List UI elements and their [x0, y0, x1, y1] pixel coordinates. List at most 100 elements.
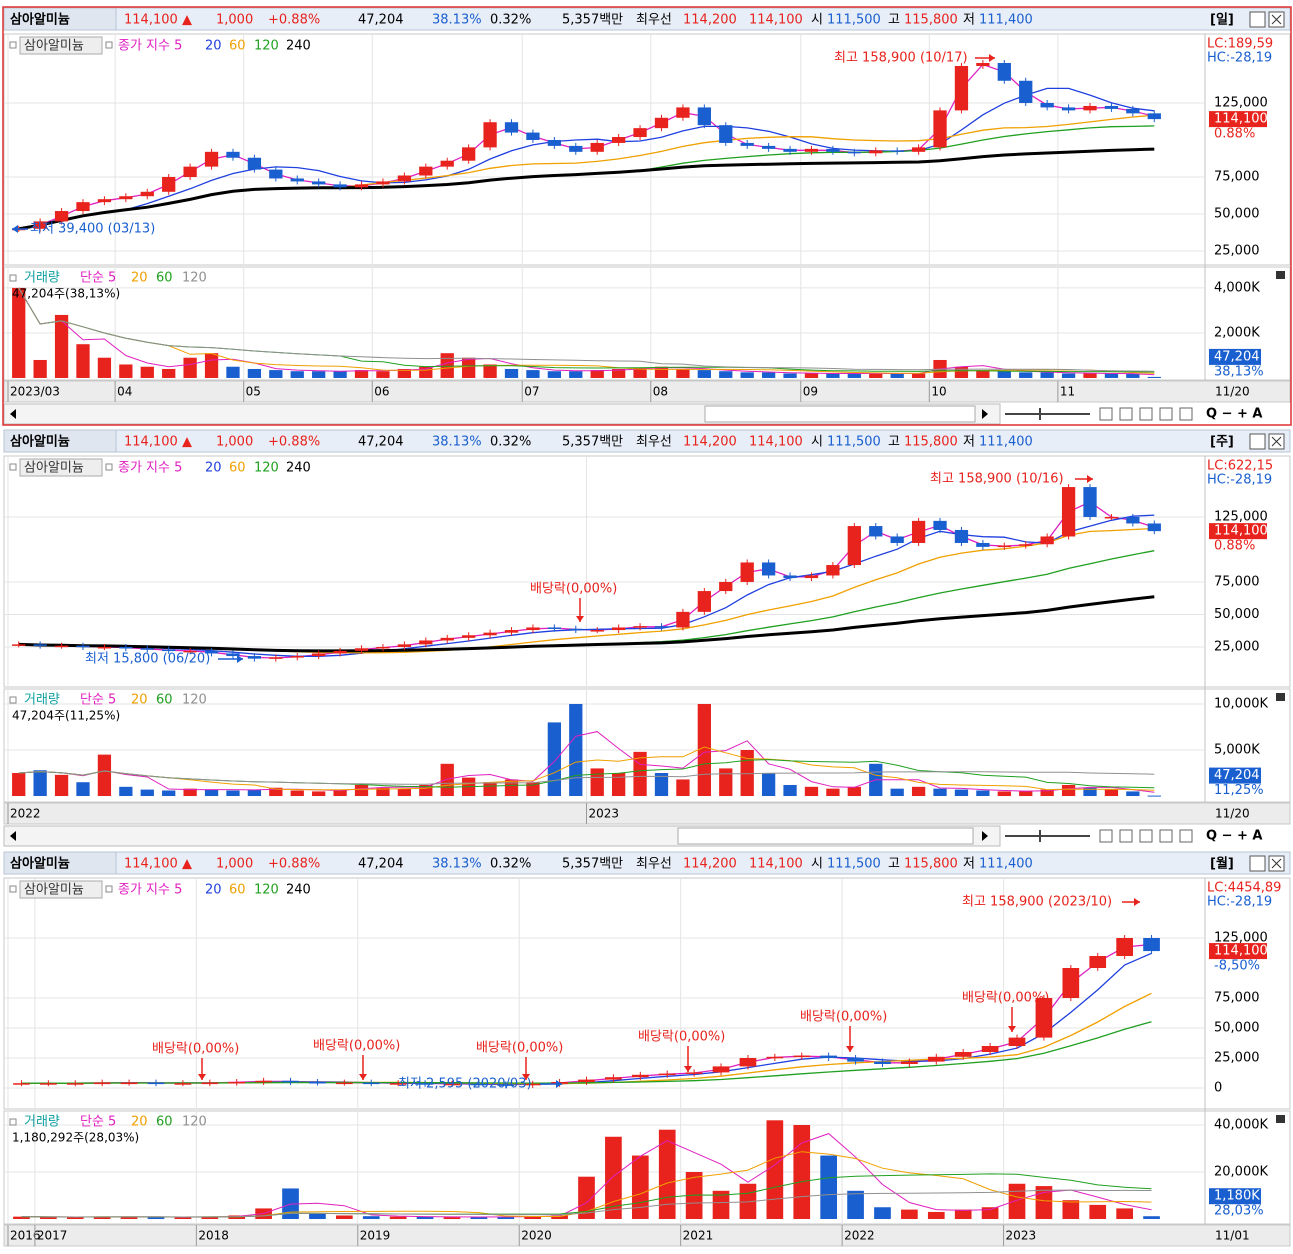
ratio-label: 28,03%: [1214, 1204, 1264, 1219]
volume-bar: [954, 366, 969, 378]
volume-bar: [147, 1217, 165, 1219]
toolbar-text[interactable]: Q − + A: [1206, 829, 1262, 844]
candle: [1062, 968, 1080, 998]
scroll-left[interactable]: [10, 831, 16, 841]
candle: [290, 178, 304, 182]
tool-icon[interactable]: [1099, 829, 1113, 843]
volume-bar: [333, 371, 347, 378]
header-item: 최우선: [636, 435, 672, 450]
candle: [954, 65, 969, 111]
candle: [462, 147, 476, 161]
candle: [997, 63, 1011, 81]
zoom-slider[interactable]: [1005, 830, 1090, 842]
candle: [333, 650, 347, 654]
candle: [13, 1083, 30, 1085]
tool-icon[interactable]: [1159, 829, 1173, 843]
candle: [633, 626, 647, 628]
tool-icon[interactable]: [1179, 407, 1193, 421]
volume-legend-item: 120: [182, 1115, 207, 1130]
tool-icon[interactable]: [1139, 829, 1153, 843]
volume-bar: [712, 1190, 730, 1219]
candle: [658, 1073, 676, 1076]
candle: [697, 591, 711, 612]
header-item: 111,500: [827, 435, 881, 450]
volume-bar: [524, 1216, 542, 1219]
volume-bar: [397, 788, 412, 797]
header-item: 5,357백만: [562, 435, 623, 450]
header-item: 저: [963, 13, 975, 28]
volume-bar: [470, 1216, 488, 1219]
scroll-thumb[interactable]: [677, 827, 974, 845]
volume-bar: [376, 787, 390, 797]
volume-info: 47,204주(11,25%): [12, 709, 120, 723]
restore-button[interactable]: [1249, 11, 1266, 28]
volume-bar: [981, 1207, 999, 1219]
tool-icon[interactable]: [1119, 407, 1133, 421]
candle: [547, 627, 562, 629]
candle: [1147, 113, 1161, 120]
price-legend-item: 종가 지수 5: [118, 461, 182, 476]
candle: [981, 1046, 999, 1052]
stock-name: 삼아알미늄: [24, 883, 84, 898]
header-item: +0.88%: [268, 435, 320, 450]
tool-icon[interactable]: [1139, 407, 1153, 421]
volume-moving-average: [18, 287, 1155, 372]
candle: [162, 649, 176, 652]
volume-bar: [419, 366, 433, 378]
scroll-thumb[interactable]: [704, 405, 976, 423]
toolbar-text[interactable]: Q − + A: [1206, 407, 1262, 422]
candle: [1061, 107, 1076, 111]
close-icon: [1271, 14, 1282, 25]
volume-settings-icon[interactable]: [1276, 271, 1285, 279]
volume-bar: [927, 1211, 945, 1219]
candle: [440, 637, 454, 641]
annotation: 배당락(0,00%): [800, 1010, 887, 1025]
tool-icon[interactable]: [1179, 829, 1193, 843]
zoom-slider[interactable]: [1005, 408, 1090, 420]
volume-label: 47,204: [1214, 349, 1260, 364]
annotation-arrowhead: [846, 1046, 854, 1052]
candle: [33, 221, 47, 229]
price-label: 114,100: [1214, 112, 1268, 127]
lc-label: LC:189,59: [1207, 37, 1273, 52]
price-tick-label: 125,000: [1214, 509, 1268, 524]
volume-settings-icon[interactable]: [1276, 693, 1285, 701]
candle: [140, 648, 154, 650]
volume-bar: [1104, 373, 1119, 378]
header-item: 114,200: [683, 13, 737, 28]
tool-icon[interactable]: [1159, 407, 1173, 421]
price-legend-item: 60: [229, 39, 246, 54]
restore-button[interactable]: [1249, 433, 1266, 450]
tool-icon[interactable]: [1099, 407, 1113, 421]
date-axis: [3, 802, 1291, 825]
volume-bar: [483, 782, 497, 797]
price-legend-item: 120: [254, 883, 279, 898]
price-label: 114,100: [1214, 944, 1268, 959]
volume-bar: [76, 344, 90, 378]
tool-icon[interactable]: [1119, 829, 1133, 843]
stock-name: 삼아알미늄: [24, 461, 84, 476]
price-legend-item: 120: [254, 39, 279, 54]
candle: [282, 1080, 299, 1083]
price-label: 114,100: [1214, 524, 1268, 539]
volume-settings-icon[interactable]: [1276, 1115, 1285, 1123]
volume-bar: [483, 364, 497, 378]
date-label: 2023: [589, 807, 620, 821]
header-item: 38.13%: [432, 13, 482, 28]
volume-bar: [1089, 1204, 1107, 1219]
price-label-box: [1209, 523, 1267, 540]
price-area: [3, 877, 1291, 1110]
candle: [1019, 544, 1033, 546]
restore-button[interactable]: [1249, 855, 1266, 872]
scroll-left[interactable]: [10, 409, 16, 419]
volume-bar: [247, 368, 262, 378]
date-label: 06: [374, 385, 389, 399]
volume-bar: [312, 791, 326, 797]
volume-moving-average: [21, 1189, 1152, 1218]
scroll-right[interactable]: [982, 409, 988, 419]
candle: [739, 1058, 757, 1067]
volume-bar: [204, 789, 219, 797]
candle: [183, 166, 197, 177]
candle: [183, 650, 197, 653]
scroll-right[interactable]: [982, 831, 988, 841]
